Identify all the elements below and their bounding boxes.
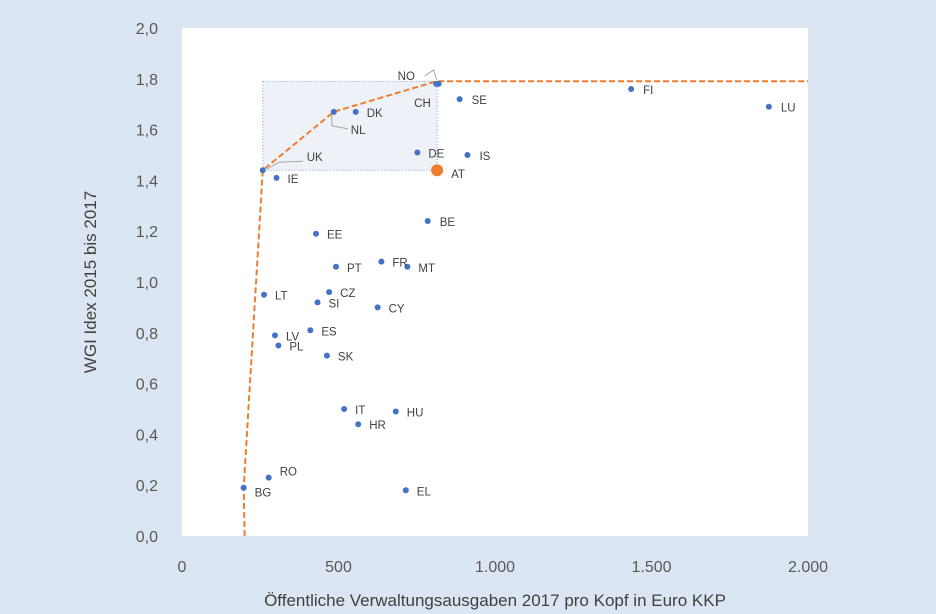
- point-label-pt: PT: [347, 263, 362, 275]
- point-label-es: ES: [321, 326, 337, 338]
- point-label-uk: UK: [307, 152, 323, 164]
- point-label-bg: BG: [255, 488, 272, 500]
- point-label-dk: DK: [367, 108, 383, 120]
- data-point-hu: [392, 408, 399, 415]
- point-label-mt: MT: [418, 263, 435, 275]
- data-point-ch: [433, 80, 440, 87]
- point-label-nl: NL: [351, 125, 366, 137]
- leader-lines: [266, 69, 438, 170]
- data-point-de: [414, 149, 421, 156]
- y-tick-label: 1,0: [136, 275, 158, 292]
- x-tick-label: 2.000: [788, 559, 828, 576]
- point-label-fr: FR: [392, 258, 407, 270]
- data-point-ie: [273, 174, 280, 181]
- point-label-hu: HU: [407, 408, 424, 420]
- point-label-fi: FI: [643, 85, 653, 97]
- data-point-at: [431, 164, 444, 177]
- data-point-be: [424, 218, 431, 225]
- x-tick-label: 1.000: [475, 559, 515, 576]
- data-point-uk: [259, 167, 266, 174]
- leader-line-no: [424, 69, 438, 81]
- point-label-ee: EE: [327, 230, 343, 242]
- data-point-hr: [355, 421, 362, 428]
- x-tick-label: 500: [325, 559, 352, 576]
- point-label-ro: RO: [280, 467, 297, 479]
- y-tick-label: 0,6: [136, 377, 158, 394]
- point-label-no: NO: [398, 71, 415, 83]
- data-point-fr: [378, 258, 385, 265]
- y-tick-label: 2,0: [136, 21, 158, 38]
- data-point-bg: [240, 484, 247, 491]
- y-tick-label: 1,4: [136, 173, 158, 190]
- y-tick-label: 0,0: [136, 529, 158, 546]
- data-point-lv: [271, 332, 278, 339]
- y-tick-label: 1,6: [136, 123, 158, 140]
- point-label-at: AT: [451, 169, 465, 181]
- x-axis-ticks: 0 500 1.000 1.500 2.000: [178, 559, 829, 576]
- point-label-it: IT: [355, 405, 365, 417]
- frontier-line: [242, 80, 808, 537]
- data-point-cz: [326, 289, 333, 296]
- y-axis-ticks: 0,0 0,2 0,4 0,6 0,8 1,0 1,2 1,4 1,6 1,8 2,0: [136, 21, 158, 546]
- data-point-si: [314, 299, 321, 306]
- data-point-nl: [330, 108, 337, 115]
- highlight-box: [262, 80, 438, 171]
- point-label-lt: LT: [275, 291, 288, 303]
- point-label-sk: SK: [338, 352, 354, 364]
- frontier-layer: [242, 80, 808, 537]
- data-point-is: [464, 152, 471, 158]
- point-label-si: SI: [329, 298, 340, 310]
- data-point-lu: [765, 103, 772, 110]
- data-point-ro: [265, 474, 272, 481]
- data-point-es: [307, 327, 314, 334]
- point-label-pl: PL: [289, 342, 304, 354]
- data-point-ee: [312, 230, 319, 237]
- y-axis-title: WGI Idex 2015 bis 2017: [81, 191, 100, 373]
- data-point-it: [341, 406, 348, 412]
- data-point-sk: [323, 352, 330, 359]
- data-point-lt: [261, 291, 268, 298]
- data-point-se: [456, 96, 463, 103]
- data-point-pt: [332, 263, 339, 270]
- x-axis-title: Öffentliche Verwaltungsausgaben 2017 pro…: [264, 591, 726, 610]
- y-tick-label: 0,4: [136, 427, 158, 444]
- leader-line-uk: [266, 160, 303, 170]
- point-label-lu: LU: [781, 103, 796, 115]
- point-label-lv: LV: [286, 331, 300, 343]
- point-label-ch: CH: [414, 98, 431, 110]
- data-point-cy: [374, 304, 381, 311]
- y-tick-label: 1,2: [136, 224, 158, 241]
- leader-line-nl: [331, 114, 348, 130]
- data-point-fi: [628, 85, 635, 92]
- point-label-de: DE: [428, 148, 444, 160]
- x-tick-label: 0: [178, 559, 187, 576]
- data-point-mt: [404, 263, 411, 270]
- point-label-el: EL: [417, 486, 432, 498]
- data-point-el: [402, 487, 409, 494]
- y-tick-label: 1,8: [136, 72, 158, 89]
- point-label-hr: HR: [369, 420, 386, 432]
- data-points: [240, 80, 772, 494]
- y-tick-label: 0,2: [136, 478, 158, 495]
- highlight-box-layer: [262, 80, 438, 171]
- point-label-cz: CZ: [340, 288, 355, 300]
- point-label-cy: CY: [389, 303, 405, 315]
- point-label-is: IS: [479, 151, 490, 163]
- point-label-se: SE: [472, 95, 488, 107]
- point-label-be: BE: [440, 217, 456, 229]
- y-tick-label: 0,8: [136, 326, 158, 343]
- x-tick-label: 1.500: [631, 559, 671, 576]
- data-point-pl: [275, 342, 282, 349]
- point-label-ie: IE: [288, 174, 299, 186]
- data-point-dk: [352, 108, 359, 115]
